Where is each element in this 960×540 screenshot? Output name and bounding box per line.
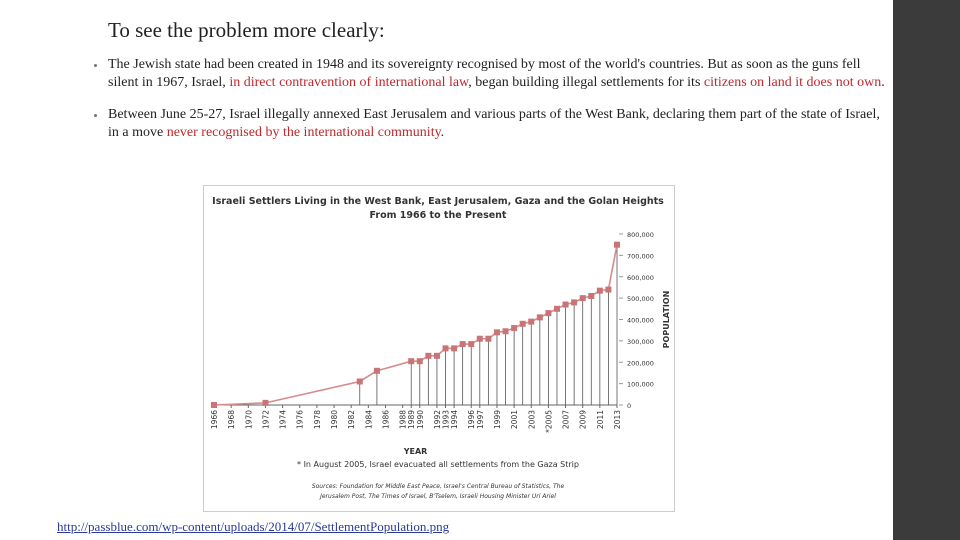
x-tick-label: 1976 [296,410,305,429]
x-tick-label: 1996 [467,410,476,429]
data-point [588,292,595,299]
x-tick-label: 1972 [261,410,270,429]
y-tick-label: 400,000 [627,317,654,325]
slide-title: To see the problem more clearly: [108,18,385,42]
x-tick-label: 1974 [279,410,288,429]
data-line [213,244,618,406]
x-tick-label: 1970 [244,410,253,429]
y-tick-label: 500,000 [627,295,654,303]
x-tick-label: 2011 [596,410,605,429]
data-point [485,335,492,342]
y-tick-label: 0 [627,402,631,410]
bullet-text: , began building illegal settlements for… [468,75,704,90]
x-tick-label: 1978 [313,410,322,429]
x-tick-label: 1990 [416,410,425,429]
data-point [476,335,483,342]
data-point [502,328,509,335]
bullet-list: The Jewish state had been created in 194… [92,56,888,156]
y-tick-label: 600,000 [627,274,654,282]
data-point [442,345,449,352]
data-point [605,286,612,293]
x-tick-label: 1997 [476,410,485,429]
data-point [408,358,415,365]
x-tick-label: 2009 [579,410,588,429]
emphasis-text: never recognised by the international co… [166,125,441,140]
y-tick-label: 800,000 [627,231,654,239]
x-tick-label: 1994 [450,410,459,429]
y-tick-label: 300,000 [627,338,654,346]
x-tick-label: 1986 [381,410,390,429]
chart-title: Israeli Settlers Living in the West Bank… [212,196,664,207]
data-point [536,314,543,321]
chart-sources: Sources: Foundation for Middle East Peac… [312,483,565,490]
side-bar [893,0,960,540]
data-point [433,352,440,359]
data-point [262,399,269,406]
data-point [511,325,518,332]
bullet-text: Between June 25-27, Israel illegally ann… [108,107,880,140]
x-tick-label: 1988 [399,410,408,429]
chart-subtitle: From 1966 to the Present [370,210,507,221]
bullet-text: . [440,125,445,140]
x-tick-label: 2007 [562,410,571,429]
data-point [451,345,458,352]
x-tick-label: 1984 [364,410,373,429]
x-tick-label: 2013 [613,410,622,429]
x-tick-label: 1989 [407,410,416,429]
data-point [545,310,552,317]
data-point [356,378,363,385]
x-tick-label: 1992 [433,410,442,429]
y-tick-label: 200,000 [627,359,654,367]
x-tick-label: 1968 [227,410,236,429]
data-point [553,305,560,312]
bullet-text: . [881,75,885,90]
y-axis-label: POPULATION [662,291,671,349]
bullet-text: The Jewish state had been created in 194… [108,57,861,90]
data-point [528,318,535,325]
data-point [416,358,423,365]
data-point [519,320,526,327]
data-point [579,295,586,302]
data-point [468,341,475,348]
data-point [425,352,432,359]
data-point [493,329,500,336]
x-tick-label: 1999 [493,410,502,429]
x-tick-label: 2003 [527,410,536,429]
y-tick-label: 100,000 [627,381,654,389]
chart-note: * In August 2005, Israel evacuated all s… [297,460,579,469]
data-point [373,367,380,374]
source-link[interactable]: http://passblue.com/wp-content/uploads/2… [57,519,450,534]
y-tick-label: 700,000 [627,252,654,260]
data-point [562,301,569,308]
x-tick-label: 1966 [210,410,219,429]
data-point [211,402,217,408]
x-axis-label: YEAR [403,447,428,456]
data-point [596,287,603,294]
x-tick-label: 1993 [442,410,451,429]
x-tick-label: *2005 [544,410,553,433]
bullet: The Jewish state had been created in 194… [94,56,888,92]
chart: Israeli Settlers Living in the West Bank… [203,185,675,512]
chart-sources: Jerusalem Post, The Times of Israel, B'T… [319,493,556,500]
data-point [614,241,620,248]
x-tick-label: 1982 [347,410,356,429]
emphasis-text: citizens on land it does not own [703,75,882,90]
data-point [459,341,466,348]
x-tick-label: 1980 [330,410,339,429]
data-point [571,299,578,306]
bullet: Between June 25-27, Israel illegally ann… [94,106,888,142]
x-tick-label: 2001 [510,410,519,429]
emphasis-text: in direct contravention of international… [229,75,469,90]
